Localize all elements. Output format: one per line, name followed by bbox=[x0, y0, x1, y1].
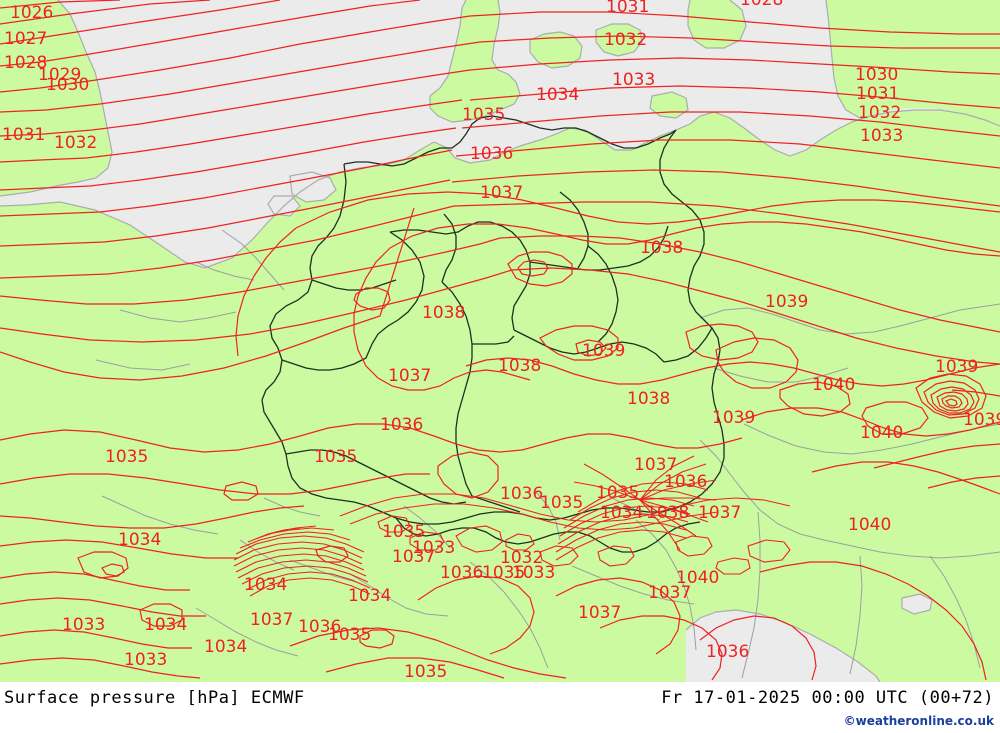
isobar-label: 1039 bbox=[712, 408, 755, 428]
isobar-label: 1037 bbox=[392, 547, 435, 567]
isobar-label: 1027 bbox=[4, 29, 47, 49]
isobar-label: 1035 bbox=[328, 625, 371, 645]
isobar-label: 1036 bbox=[500, 484, 543, 504]
isobar-label: 1028 bbox=[740, 0, 783, 10]
isobar-label: 1039 bbox=[582, 341, 625, 361]
isobar-label: 1037 bbox=[634, 455, 677, 475]
isobar-label: 1037 bbox=[578, 603, 621, 623]
isobar-label: 1026 bbox=[10, 3, 53, 23]
isobar-label: 1034 bbox=[144, 615, 187, 635]
isobar-label: 1033 bbox=[124, 650, 167, 670]
isobar-label: 1040 bbox=[848, 515, 891, 535]
isobar-label: 1028 bbox=[4, 53, 47, 73]
isobar-label: 1034 bbox=[204, 637, 247, 657]
isobar-label: 1031 bbox=[856, 84, 899, 104]
isobar-label: 1036 bbox=[298, 617, 341, 637]
isobar-label: 1034 bbox=[244, 575, 287, 595]
isobar-label: 1030 bbox=[46, 75, 89, 95]
isobar-label: 1038 bbox=[498, 356, 541, 376]
isobar-label: 1039 bbox=[765, 292, 808, 312]
isobar-label: 1033 bbox=[612, 70, 655, 90]
isobar-label: 1036 bbox=[706, 642, 749, 662]
isobar-label: 1037 bbox=[480, 183, 523, 203]
isobar-label: 1038 bbox=[640, 238, 683, 258]
isobar-label: 1034 bbox=[536, 85, 579, 105]
isobar-label: 1035 bbox=[105, 447, 148, 467]
copyright-credit: ©weatheronline.co.uk bbox=[843, 714, 994, 728]
isobar-label: 1035 bbox=[462, 105, 505, 125]
isobar-label: 1031 bbox=[2, 125, 45, 145]
isobar-label: 1034 bbox=[118, 530, 161, 550]
isobar-label: 1036 bbox=[470, 144, 513, 164]
isobar-label: 1038 bbox=[627, 389, 670, 409]
isobar-label: 1031 bbox=[606, 0, 649, 17]
isobar-label: 1033 bbox=[860, 126, 903, 146]
isobar-label: 1029 bbox=[38, 65, 81, 85]
isobar-label: 1037 bbox=[388, 366, 431, 386]
isobar-label: 1035 bbox=[382, 522, 425, 542]
map-canvas[interactable]: 1026 1027 1028 1029 1030 1031 1032 1031 1028 1032… bbox=[0, 0, 1000, 682]
isobar-label: 1032 bbox=[604, 30, 647, 50]
isobar-label: 1037 bbox=[648, 583, 691, 603]
isobar-label: 1032 bbox=[54, 133, 97, 153]
product-title: Surface pressure [hPa] ECMWF bbox=[4, 688, 305, 708]
valid-time: Fr 17-01-2025 00:00 UTC (00+72) bbox=[661, 688, 994, 708]
isobar-label: 1032 bbox=[500, 548, 543, 568]
isobar-label: 1036 bbox=[380, 415, 423, 435]
isobar-label: 1038 bbox=[646, 503, 689, 523]
isobar-label: 1036 bbox=[664, 472, 707, 492]
isobar-label: 1037 bbox=[698, 503, 741, 523]
isobar-label: 1039 bbox=[935, 357, 978, 377]
isobar-label: 1040 bbox=[676, 568, 719, 588]
isobar-label: 1035 bbox=[540, 493, 583, 513]
isobar-label: 1030 bbox=[855, 65, 898, 85]
isobar-label: 1033 bbox=[62, 615, 105, 635]
isobar-label: 1039 bbox=[963, 410, 1000, 430]
isobar-label: 1033 bbox=[512, 563, 555, 583]
isobar-label: 1040 bbox=[812, 375, 855, 395]
isobar-label: 1035 bbox=[596, 483, 639, 503]
isobar-label: 1037 bbox=[250, 610, 293, 630]
isobar-label: 1036 bbox=[440, 563, 483, 583]
isobar-label: 1032 bbox=[858, 103, 901, 123]
isobar-label: 1034 bbox=[348, 586, 391, 606]
isobar-label: 1038 bbox=[422, 303, 465, 323]
isobar-label: 1033 bbox=[412, 538, 455, 558]
isobar-label: 1035 bbox=[404, 662, 447, 682]
isobar-label: 1035 bbox=[314, 447, 357, 467]
isobar-label: 1035 bbox=[482, 563, 525, 583]
isobar-label: 1034 bbox=[600, 503, 643, 523]
isobar-contours bbox=[0, 0, 1000, 681]
isobar-label: 1040 bbox=[860, 423, 903, 443]
footer-bar: Surface pressure [hPa] ECMWF Fr 17-01-20… bbox=[0, 682, 1000, 733]
